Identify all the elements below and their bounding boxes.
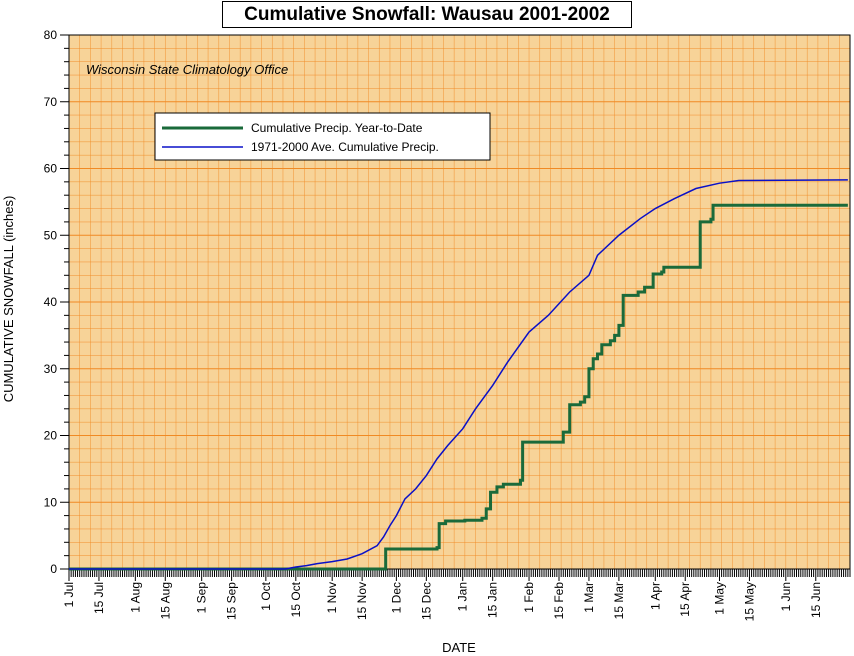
x-tick-label: 15 Aug [158,582,172,619]
y-tick-label: 70 [44,95,58,109]
y-tick-label: 50 [44,228,58,242]
x-tick-label: 1 Mar [582,582,596,613]
legend-label-average: 1971-2000 Ave. Cumulative Precip. [251,140,439,154]
y-tick-label: 30 [44,362,58,376]
x-tick-label: 15 Mar [612,582,626,619]
y-axis: 0 10 20 30 40 50 60 70 80 [44,28,69,576]
x-tick-label: 1 Jun [779,582,793,611]
x-tick-label: 1 Dec [389,582,403,613]
chart-title: Cumulative Snowfall: Wausau 2001-2002 [222,1,632,28]
x-tick-label: 1 May [712,582,726,615]
x-tick-label: 15 Feb [552,582,566,620]
x-tick-label: 1 Aug [128,582,142,613]
x-tick-label: 15 Nov [355,582,369,620]
y-axis-title: CUMULATIVE SNOWFALL (inches) [1,196,16,403]
y-tick-label: 10 [44,495,58,509]
x-tick-label: 15 Sep [225,582,239,620]
y-tick-label: 40 [44,295,58,309]
legend-box [154,112,491,161]
x-axis: 1 Jul 15 Jul 1 Aug 15 Aug 1 Sep 15 Sep 1 Oct 15… [62,569,851,621]
x-tick-label: 1 Sep [195,582,209,614]
x-tick-label: 15 Oct [289,581,303,617]
x-tick-label: 1 Feb [522,582,536,613]
x-tick-label: 1 Apr [648,582,662,610]
x-tick-label: 15 Dec [419,582,433,620]
legend-label-ytd: Cumulative Precip. Year-to-Date [251,121,423,135]
y-tick-label: 60 [44,162,58,176]
series-layer [69,179,848,571]
source-annotation: Wisconsin State Climatology Office [86,62,288,77]
x-tick-label: 1 Nov [325,582,339,613]
major-gridlines [69,101,850,503]
legend: Cumulative Precip. Year-to-Date 1971-200… [154,112,491,161]
y-tick-label: 20 [44,429,58,443]
y-tick-label: 80 [44,28,58,42]
x-tick-label: 1 Jul [62,582,76,607]
x-tick-label: 1 Jan [456,582,470,611]
x-tick-label: 15 Apr [678,582,692,617]
x-tick-label: 15 Jan [486,582,500,618]
x-tick-label: 15 May [742,582,756,621]
x-tick-label: 1 Oct [259,581,273,610]
series-line-average [69,179,848,570]
y-tick-label: 0 [50,562,57,576]
series-line-ytd [69,203,848,571]
x-tick-label: 15 Jun [809,582,823,618]
x-tick-label: 15 Jul [92,582,106,614]
x-axis-title: DATE [442,640,476,655]
